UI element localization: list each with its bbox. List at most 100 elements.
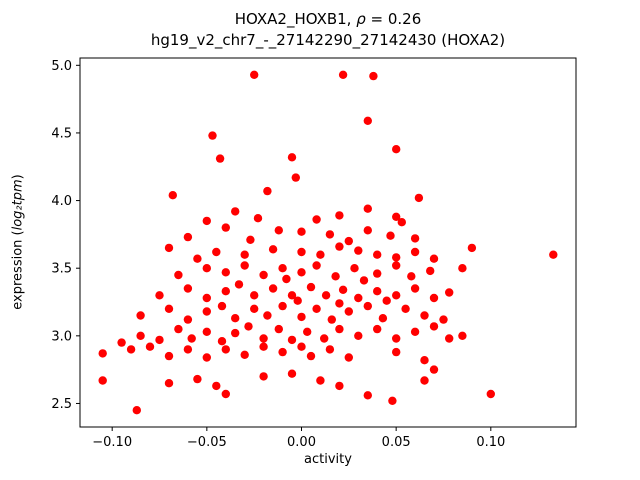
- data-point: [312, 261, 321, 270]
- data-point: [335, 299, 344, 308]
- data-point: [316, 376, 325, 385]
- data-point: [429, 322, 439, 331]
- data-point: [373, 287, 382, 296]
- data-point: [312, 215, 321, 224]
- data-point: [234, 280, 244, 289]
- data-point: [392, 334, 401, 343]
- data-point: [168, 191, 177, 200]
- data-point: [183, 284, 193, 293]
- data-point: [183, 345, 193, 354]
- data-point: [354, 331, 363, 340]
- data-point: [429, 293, 439, 303]
- data-point: [98, 349, 107, 358]
- data-point: [274, 324, 283, 334]
- data-point: [221, 345, 230, 354]
- data-point: [253, 214, 263, 223]
- data-point: [287, 335, 297, 345]
- data-point: [215, 154, 225, 163]
- y-tick-label: 2.5: [51, 397, 72, 412]
- data-point: [338, 285, 348, 294]
- data-point: [183, 232, 193, 242]
- data-point: [202, 216, 211, 226]
- data-point: [240, 250, 249, 259]
- data-point: [321, 291, 331, 300]
- data-point: [549, 250, 558, 259]
- data-point: [429, 365, 439, 374]
- data-point: [392, 212, 401, 221]
- data-point: [231, 328, 240, 338]
- data-point: [164, 379, 174, 388]
- data-point: [410, 327, 420, 336]
- data-point: [282, 274, 291, 284]
- data-point: [344, 307, 353, 316]
- x-tick-label: −0.10: [92, 435, 132, 450]
- data-point: [259, 270, 268, 280]
- data-point: [458, 331, 467, 340]
- data-point: [117, 338, 126, 347]
- data-point: [325, 345, 335, 354]
- data-point: [259, 342, 268, 351]
- data-point: [458, 264, 467, 273]
- data-point: [397, 218, 406, 227]
- data-point: [217, 301, 227, 311]
- data-point: [335, 242, 344, 251]
- data-point: [297, 342, 306, 351]
- data-point: [373, 269, 382, 278]
- data-point: [231, 207, 240, 216]
- data-point: [420, 376, 429, 385]
- data-point: [420, 311, 429, 320]
- data-point: [212, 381, 221, 391]
- data-point: [291, 173, 300, 182]
- data-point: [231, 314, 240, 323]
- data-point: [439, 315, 448, 324]
- data-point: [287, 291, 297, 300]
- data-point: [278, 301, 287, 311]
- data-point: [221, 389, 230, 399]
- data-point: [378, 314, 388, 323]
- data-point: [297, 247, 306, 257]
- data-point: [263, 311, 272, 320]
- chart-title: HOXA2_HOXB1, ρ = 0.26: [80, 10, 576, 28]
- data-point: [193, 254, 202, 263]
- data-point: [420, 356, 429, 365]
- data-point: [445, 288, 454, 297]
- data-point: [306, 282, 316, 292]
- data-point: [373, 250, 382, 259]
- plot-area: [79, 57, 577, 428]
- y-axis-label: expression (log₂tpm): [11, 174, 26, 309]
- data-point: [363, 204, 372, 213]
- data-point: [155, 335, 164, 345]
- data-point: [278, 264, 287, 273]
- title-prefix: HOXA2_HOXB1,: [234, 10, 357, 28]
- data-point: [287, 369, 297, 378]
- data-point: [297, 227, 306, 236]
- data-point: [250, 70, 259, 80]
- chart-subtitle: hg19_v2_chr7_-_27142290_27142430 (HOXA2): [150, 31, 506, 49]
- x-tick-label: −0.05: [187, 435, 227, 450]
- data-point: [414, 193, 424, 203]
- y-label-suffix: ): [10, 174, 26, 180]
- data-point: [363, 391, 372, 400]
- data-point: [240, 350, 249, 359]
- data-point: [174, 270, 183, 280]
- data-point: [293, 296, 302, 305]
- data-point: [250, 304, 259, 313]
- data-point: [303, 327, 312, 336]
- data-point: [217, 337, 227, 346]
- data-point: [132, 406, 141, 415]
- data-point: [388, 396, 397, 405]
- data-point: [373, 324, 382, 334]
- data-point: [202, 353, 211, 362]
- y-label-prefix: expression (: [10, 230, 26, 310]
- data-point: [354, 293, 363, 303]
- data-point: [344, 236, 353, 246]
- data-point: [401, 304, 410, 313]
- data-point: [338, 70, 348, 80]
- data-point: [202, 264, 211, 273]
- data-point: [155, 291, 164, 300]
- data-point: [98, 376, 107, 385]
- data-point: [467, 243, 477, 253]
- data-point: [278, 347, 287, 357]
